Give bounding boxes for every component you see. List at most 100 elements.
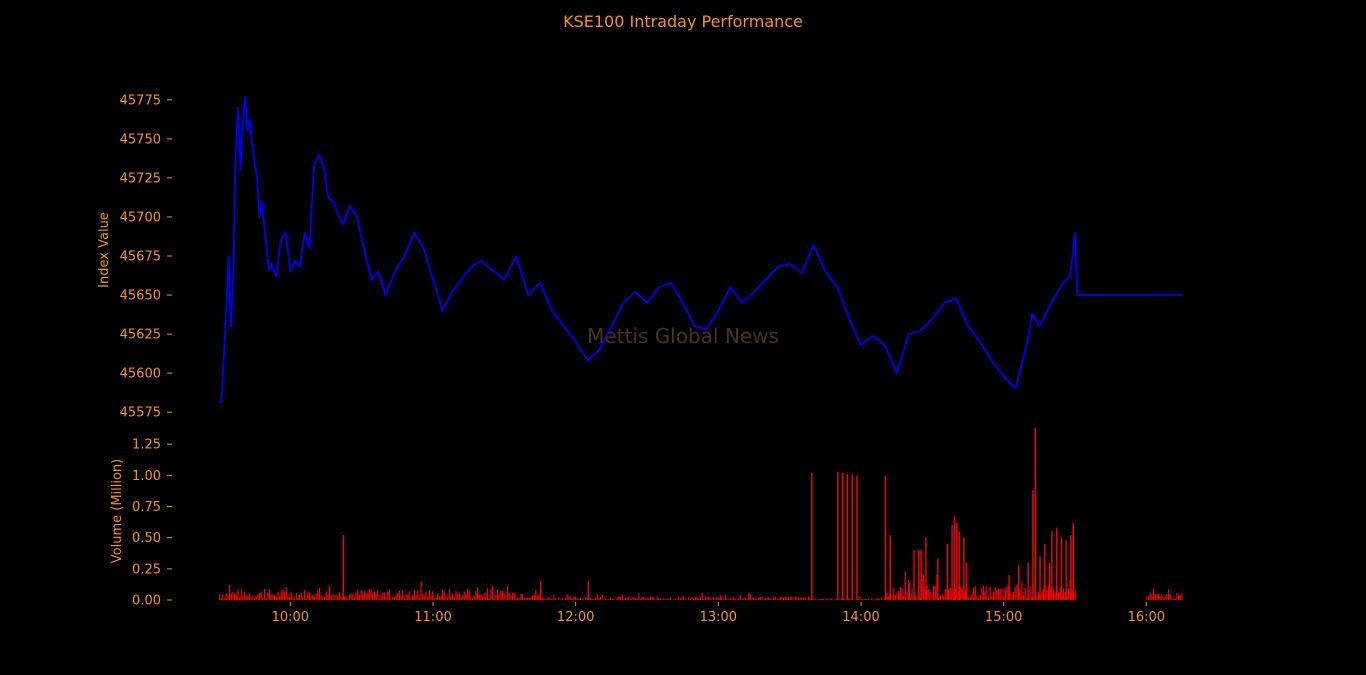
volume-bar bbox=[918, 550, 920, 600]
volume-bar bbox=[531, 595, 534, 600]
volume-bar bbox=[290, 592, 292, 600]
volume-bar bbox=[768, 597, 770, 600]
volume-bar bbox=[996, 590, 998, 600]
volume-bar bbox=[748, 592, 750, 600]
volume-bar bbox=[681, 597, 683, 600]
volume-bar bbox=[1163, 598, 1165, 600]
volume-bar bbox=[1056, 527, 1058, 600]
volume-bar bbox=[718, 598, 720, 600]
volume-bar bbox=[428, 590, 430, 600]
volume-bar bbox=[941, 594, 943, 600]
volume-bar bbox=[270, 594, 272, 600]
volume-bar bbox=[774, 596, 776, 600]
volume-bar bbox=[721, 597, 723, 600]
volume-bar bbox=[631, 597, 633, 600]
volume-bar bbox=[794, 596, 796, 600]
volume-bar bbox=[678, 596, 680, 600]
volume-bar bbox=[736, 599, 738, 600]
volume-bar bbox=[951, 525, 953, 600]
volume-bar bbox=[432, 591, 434, 600]
volume-y-tick-label: 0.50 bbox=[132, 531, 161, 546]
volume-bar bbox=[696, 596, 698, 600]
volume-bar bbox=[1178, 595, 1180, 600]
volume-bar bbox=[799, 598, 801, 600]
volume-bar bbox=[225, 593, 227, 600]
volume-bar bbox=[991, 596, 993, 600]
volume-bar bbox=[613, 599, 615, 600]
volume-bar bbox=[1166, 594, 1168, 600]
volume-bar bbox=[287, 595, 289, 600]
volume-bar bbox=[373, 591, 375, 600]
volume-bar bbox=[288, 596, 291, 600]
volume-bar bbox=[395, 595, 397, 600]
volume-bar bbox=[723, 599, 725, 600]
volume-bar bbox=[337, 595, 339, 600]
price-y-tick-label: 45675 bbox=[120, 250, 161, 265]
volume-bar bbox=[1158, 593, 1160, 600]
volume-bar bbox=[388, 589, 390, 600]
volume-bar bbox=[530, 597, 532, 600]
volume-bar bbox=[1164, 597, 1166, 600]
volume-bar bbox=[335, 594, 337, 600]
x-tick-label: 14:00 bbox=[842, 610, 879, 625]
volume-bar bbox=[273, 594, 276, 600]
volume-bar bbox=[776, 598, 778, 600]
volume-bar bbox=[920, 550, 922, 600]
volume-bar bbox=[626, 597, 628, 600]
volume-bar bbox=[433, 598, 435, 600]
volume-bar bbox=[636, 598, 638, 600]
volume-bar bbox=[380, 594, 382, 600]
volume-bar bbox=[809, 598, 811, 600]
volume-bar bbox=[679, 598, 681, 600]
volume-bar bbox=[673, 599, 675, 600]
volume-bar bbox=[756, 599, 758, 600]
volume-bar bbox=[362, 594, 364, 600]
volume-y-tick-label: 0.75 bbox=[132, 500, 161, 515]
volume-bar bbox=[1004, 588, 1006, 600]
volume-bar bbox=[262, 597, 264, 600]
volume-bar bbox=[457, 593, 459, 600]
volume-bar bbox=[886, 592, 888, 600]
volume-bar bbox=[1001, 588, 1003, 600]
volume-bar bbox=[1032, 490, 1034, 600]
volume-bar bbox=[888, 595, 890, 600]
volume-bar bbox=[523, 598, 525, 600]
volume-bar bbox=[839, 599, 841, 600]
volume-bar bbox=[983, 586, 985, 600]
volume-bar bbox=[555, 598, 557, 600]
volume-bar bbox=[629, 598, 632, 600]
volume-bar bbox=[493, 598, 495, 600]
volume-bar bbox=[779, 597, 781, 600]
volume-bar bbox=[521, 593, 524, 600]
volume-bar bbox=[1060, 537, 1063, 600]
volume-bar bbox=[1031, 597, 1033, 600]
volume-bar bbox=[485, 593, 487, 600]
volume-bar bbox=[327, 594, 329, 600]
volume-bar bbox=[844, 598, 846, 600]
volume-bar bbox=[353, 597, 355, 600]
volume-bar bbox=[407, 595, 409, 600]
volume-bar bbox=[258, 593, 261, 600]
volume-bar bbox=[899, 587, 901, 600]
volume-bar bbox=[934, 586, 936, 600]
volume-bar bbox=[968, 597, 970, 600]
volume-bar bbox=[330, 595, 332, 600]
volume-bar bbox=[447, 597, 449, 600]
volume-bar bbox=[753, 597, 755, 600]
volume-bar bbox=[302, 597, 304, 600]
volume-bar bbox=[352, 593, 354, 600]
volume-bar bbox=[368, 589, 370, 600]
volume-bar bbox=[786, 597, 788, 600]
volume-bar bbox=[724, 594, 726, 600]
volume-bar bbox=[571, 598, 573, 600]
volume-bar bbox=[709, 597, 711, 600]
volume-bar bbox=[480, 594, 482, 600]
volume-bar bbox=[478, 594, 480, 600]
volume-bar bbox=[278, 596, 281, 600]
volume-bar bbox=[502, 590, 504, 600]
volume-bar bbox=[1057, 592, 1060, 600]
volume-bar bbox=[465, 594, 467, 600]
volume-bar bbox=[893, 588, 895, 600]
volume-bar bbox=[938, 598, 940, 600]
time-x-axis: 10:00 11:00 12:00 13:00 14:00 15:00 16:00 bbox=[272, 602, 1165, 625]
